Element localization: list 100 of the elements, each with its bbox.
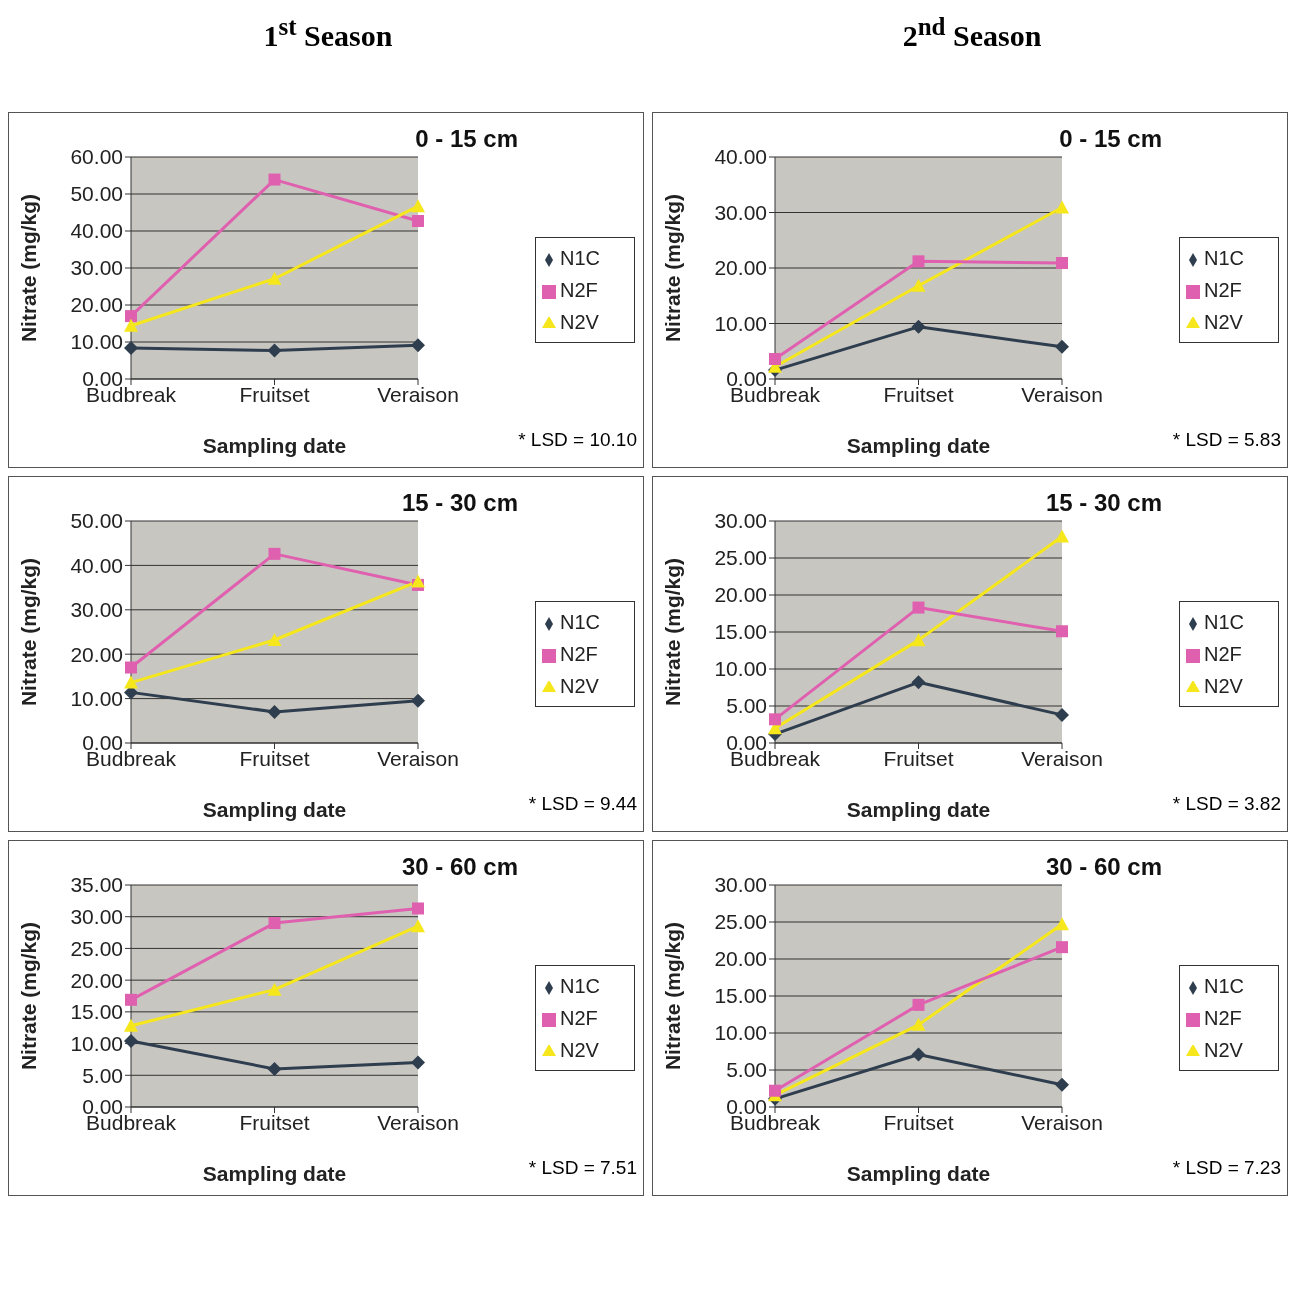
x-axis-title: Sampling date <box>202 798 347 821</box>
legend-label: N1C <box>1204 247 1245 269</box>
point <box>769 1084 781 1097</box>
x-tick-label: Veraison <box>377 746 459 770</box>
y-tick-label: 30.00 <box>70 905 123 929</box>
point <box>411 693 425 708</box>
chart-title: 2$^{nd}$ Season <box>901 12 1043 54</box>
x-tick-label: Veraison <box>377 382 459 406</box>
x-tick-label: Veraison <box>377 1110 459 1134</box>
point <box>1056 257 1068 270</box>
legend-label: N2V <box>560 311 599 333</box>
point <box>1055 339 1069 354</box>
point <box>124 1018 138 1032</box>
point <box>911 1017 926 1031</box>
point <box>1056 625 1068 638</box>
y-tick-label: 25.00 <box>70 936 123 960</box>
chart-subtitle: 30 - 60 cm <box>401 853 518 880</box>
y-tick-label: 10.00 <box>714 657 767 681</box>
y-tick-label: 30.00 <box>714 873 767 897</box>
x-axis-title: Sampling date <box>846 1162 991 1185</box>
y-tick-label: 5.00 <box>726 694 767 718</box>
point <box>1055 707 1069 722</box>
y-tick-label: 20.00 <box>714 583 767 607</box>
x-tick-label: Fruitset <box>239 1110 310 1134</box>
y-axis-title: Nitrate (mg/kg) <box>17 921 41 1071</box>
x-tick-label: Fruitset <box>883 382 954 406</box>
point <box>267 1061 282 1076</box>
y-tick-label: 10.00 <box>70 1032 123 1056</box>
y-axis-title: Nitrate (mg/kg) <box>661 193 685 343</box>
y-tick-label: 40.00 <box>70 553 123 577</box>
legend-label: N1C <box>1204 611 1245 633</box>
legend-label: N2F <box>560 643 598 665</box>
legend-label: N1C <box>560 975 601 997</box>
point <box>411 338 425 353</box>
y-tick-label: 20.00 <box>70 968 123 992</box>
legend-label: N2F <box>1204 279 1242 301</box>
x-tick-label: Veraison <box>1021 382 1103 406</box>
legend-label: N2V <box>1204 311 1243 333</box>
point <box>267 982 282 996</box>
point <box>1056 941 1068 954</box>
point <box>124 675 138 689</box>
y-tick-label: 40.00 <box>714 145 767 169</box>
y-axis-title: Nitrate (mg/kg) <box>17 557 41 707</box>
point <box>124 1034 138 1049</box>
x-tick-label: Veraison <box>1021 746 1103 770</box>
point <box>267 343 282 358</box>
legend-label: N2V <box>1204 1039 1243 1061</box>
y-tick-label: 30.00 <box>70 256 123 280</box>
x-tick-label: Fruitset <box>239 382 310 406</box>
point <box>911 675 926 690</box>
x-tick-label: Fruitset <box>883 746 954 770</box>
point <box>911 1047 926 1062</box>
point <box>1055 200 1069 214</box>
point <box>411 919 425 933</box>
x-axis-title: Sampling date <box>846 434 991 457</box>
y-tick-label: 25.00 <box>714 910 767 934</box>
text: * LSD = 5.83 <box>1172 429 1281 451</box>
text: 0 - 15 cm <box>415 125 518 152</box>
y-axis-title: Nitrate (mg/kg) <box>661 921 685 1071</box>
point <box>911 319 926 334</box>
x-axis-title: Sampling date <box>202 1162 347 1185</box>
point <box>411 574 425 588</box>
point <box>267 632 282 646</box>
x-tick-label: Fruitset <box>239 746 310 770</box>
legend-label: N2F <box>1204 1007 1242 1029</box>
point <box>1055 1077 1069 1092</box>
point <box>769 353 781 366</box>
chart-subtitle: 15 - 30 cm <box>401 489 518 516</box>
point <box>125 993 137 1006</box>
point <box>268 917 281 930</box>
x-tick-label: Fruitset <box>883 1110 954 1134</box>
legend-label: N1C <box>560 611 601 633</box>
point <box>268 173 281 186</box>
point <box>412 215 424 228</box>
y-axis-title: Nitrate (mg/kg) <box>661 557 685 707</box>
y-tick-label: 60.00 <box>70 145 123 169</box>
y-tick-label: 50.00 <box>70 509 123 533</box>
point <box>267 271 282 285</box>
y-tick-label: 25.00 <box>714 546 767 570</box>
point <box>769 713 781 726</box>
point <box>1055 917 1069 931</box>
x-axis-title: Sampling date <box>846 798 991 821</box>
chart-subtitle: 30 - 60 cm <box>1045 853 1162 880</box>
text: * LSD = 10.10 <box>518 429 637 451</box>
legend-label: N1C <box>560 247 601 269</box>
legend-label: N2V <box>1204 675 1243 697</box>
point <box>124 318 138 332</box>
legend-label: N2F <box>560 1007 598 1029</box>
y-tick-label: 20.00 <box>714 947 767 971</box>
point <box>411 1055 425 1070</box>
legend-label: N2V <box>560 675 599 697</box>
y-tick-label: 50.00 <box>70 182 123 206</box>
point <box>124 340 138 355</box>
y-axis-title: Nitrate (mg/kg) <box>17 193 41 343</box>
y-tick-label: 10.00 <box>714 1021 767 1045</box>
chart-title: 1$^{st}$ Season <box>262 12 394 54</box>
point <box>268 547 281 560</box>
y-tick-label: 10.00 <box>70 687 123 711</box>
y-tick-label: 20.00 <box>70 293 123 317</box>
y-tick-label: 20.00 <box>70 642 123 666</box>
